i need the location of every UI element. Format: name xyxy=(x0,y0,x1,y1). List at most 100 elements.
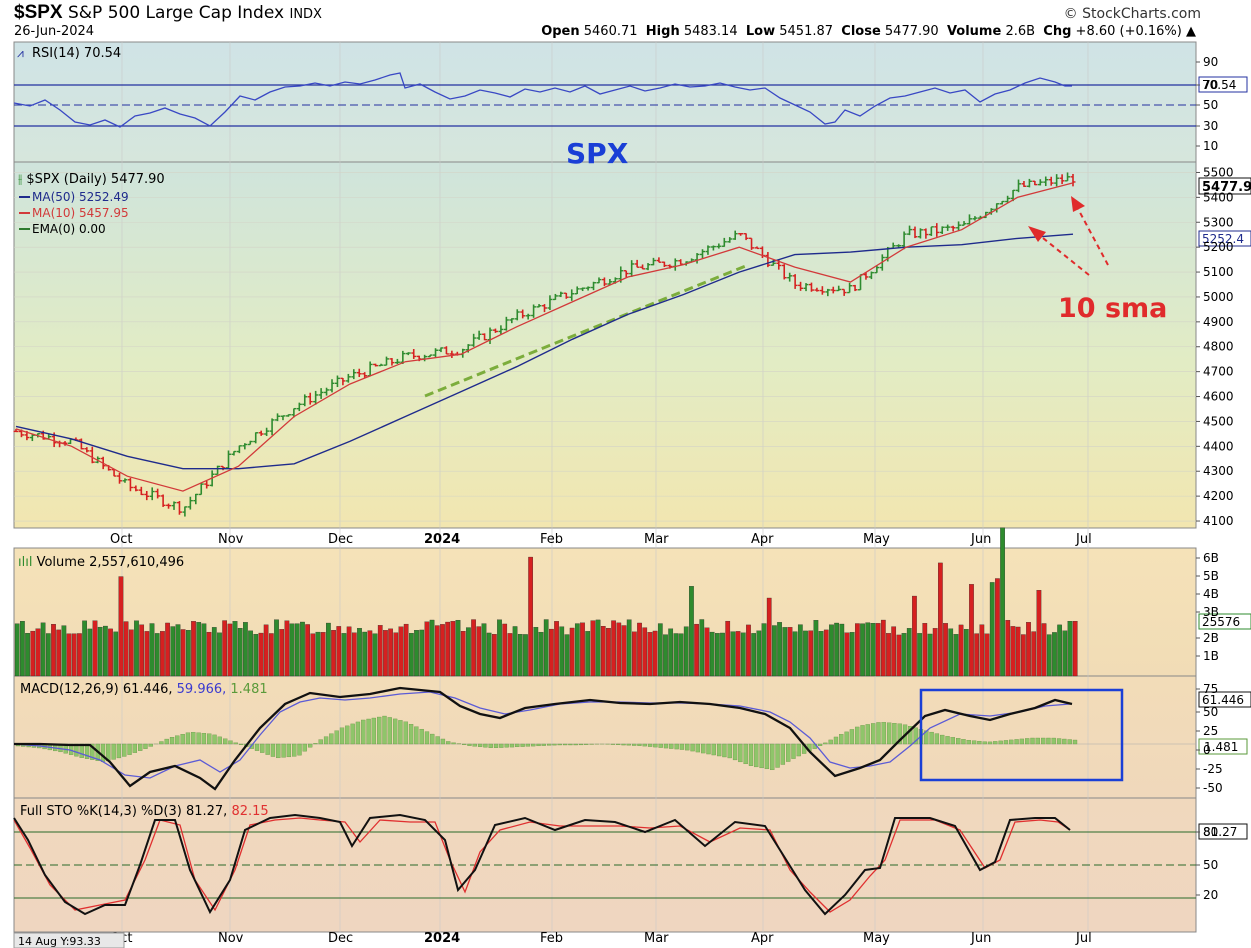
price-bar xyxy=(122,478,128,483)
price-bar xyxy=(705,245,711,255)
volume-bar xyxy=(1000,527,1005,677)
annotation-10sma: 10 sma xyxy=(1058,293,1167,324)
price-bar xyxy=(411,349,417,359)
macd-hist-bar xyxy=(164,738,169,745)
volume-bar xyxy=(227,623,233,677)
macd-hist-bar xyxy=(547,743,552,746)
volume-bar xyxy=(180,629,186,677)
price-bar xyxy=(280,415,286,421)
price-bar xyxy=(863,272,869,280)
macd-hist-bar xyxy=(318,739,323,745)
macd-hist-bar xyxy=(1067,739,1072,745)
macd-hist-bar xyxy=(971,740,977,745)
price-y-tick: 4500 xyxy=(1203,414,1234,428)
price-bar xyxy=(264,427,270,437)
macd-hist-bar xyxy=(950,737,955,745)
price-bar xyxy=(318,388,324,399)
rsi-y-tick: 70 xyxy=(1203,78,1218,92)
volume-bar xyxy=(367,630,373,677)
macd-hist-bar xyxy=(292,743,297,757)
macd-label-text: MACD(12,26,9) xyxy=(20,682,119,697)
volume-bar xyxy=(896,634,902,677)
volume-bar xyxy=(217,632,222,677)
volume-bar xyxy=(445,621,451,677)
ma50-line xyxy=(15,233,1074,470)
price-bar xyxy=(640,264,646,270)
price-bar xyxy=(482,333,488,341)
open-value: 5460.71 xyxy=(583,24,638,39)
macd-hist-bar xyxy=(695,743,701,753)
macd-hist-bar xyxy=(217,736,222,745)
macd-hist-bar xyxy=(254,743,260,751)
volume-bar xyxy=(398,626,404,677)
x-axis-label: Oct xyxy=(110,532,132,547)
price-bar xyxy=(427,354,433,358)
price-bar xyxy=(503,316,509,331)
price-bar xyxy=(155,488,161,499)
price-bar xyxy=(841,288,847,296)
price-bar xyxy=(144,491,150,501)
price-y-tick: 4100 xyxy=(1203,514,1234,528)
macd-hist-bar xyxy=(748,743,754,766)
macd-hist-bar xyxy=(855,726,860,745)
arrow-head-2 xyxy=(1071,196,1085,212)
macd-hist-bar xyxy=(499,743,504,748)
price-bar xyxy=(721,237,727,247)
macd-hist-bar xyxy=(472,743,477,747)
volume-bar xyxy=(699,619,705,677)
volume-bar xyxy=(56,629,62,677)
macd-hist-bar xyxy=(233,742,238,745)
volume-bar xyxy=(175,624,181,677)
price-bar xyxy=(542,304,547,313)
price-bar xyxy=(966,214,972,225)
price-bar xyxy=(443,346,449,355)
price-bar xyxy=(580,287,586,292)
price-bar xyxy=(830,286,836,294)
macd-hist-bar xyxy=(435,736,440,745)
price-bar xyxy=(171,501,177,510)
rsi-value-tag: 70.54 xyxy=(1198,76,1248,93)
macd-hist-bar xyxy=(679,743,685,750)
volume-y-tick: 1B xyxy=(1203,649,1219,663)
price-bar xyxy=(623,270,629,278)
price-bar xyxy=(1065,172,1071,182)
price-bar xyxy=(961,221,967,226)
price-bar xyxy=(700,249,706,259)
macd-hist-bar xyxy=(876,722,881,745)
volume-bar xyxy=(756,630,762,677)
volume-bar xyxy=(1005,620,1011,677)
volume-bar xyxy=(549,628,554,677)
chart-date: 26-Jun-2024 xyxy=(14,24,95,39)
volume-bar xyxy=(720,632,725,677)
macd-hist-bar xyxy=(387,717,392,745)
macd-hist-bar xyxy=(982,741,987,745)
macd-hist-bar xyxy=(509,743,515,748)
price-bar xyxy=(634,259,640,268)
price-bar xyxy=(727,237,733,243)
price-bar xyxy=(242,443,248,450)
macd-hist-bar xyxy=(515,743,520,748)
macd-hist-bar xyxy=(647,743,653,747)
price-y-tick: 4600 xyxy=(1203,390,1234,404)
sto-y-tick: 50 xyxy=(1203,858,1218,872)
macd-hist-bar xyxy=(1062,738,1067,745)
volume-bar xyxy=(761,623,767,677)
volume-bar xyxy=(958,624,964,677)
volume-bar xyxy=(460,631,466,677)
volume-bar xyxy=(725,620,731,677)
x-axis-label: Mar xyxy=(644,532,669,547)
macd-hist-bar xyxy=(371,717,377,745)
price-bar xyxy=(247,440,253,446)
price-bar xyxy=(127,477,133,492)
macd-hist-bar xyxy=(1014,739,1019,745)
macd-hist-bar xyxy=(568,743,573,746)
macd-hist-bar xyxy=(100,743,106,762)
price-bar xyxy=(819,286,825,295)
rsi-y-tick: 90 xyxy=(1203,55,1218,69)
price-bar xyxy=(852,284,858,292)
macd-hist-bar xyxy=(780,743,786,765)
price-bar xyxy=(160,494,166,507)
volume-bar xyxy=(580,622,585,677)
price-bar xyxy=(307,392,313,405)
volume-bar xyxy=(497,619,502,677)
